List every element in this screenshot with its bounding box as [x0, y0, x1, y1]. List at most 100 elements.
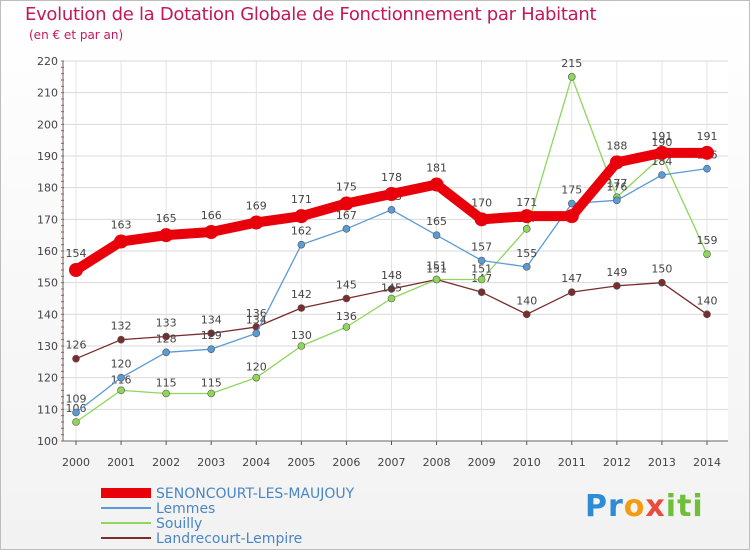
data-point [522, 310, 531, 319]
data-label: 120 [246, 361, 267, 374]
y-tick-label: 130 [37, 340, 58, 353]
y-tick-label: 180 [37, 182, 58, 195]
y-tick-label: 100 [37, 435, 58, 448]
data-label: 132 [111, 320, 132, 333]
legend-label: Landrecourt-Lempire [156, 531, 302, 547]
logo-part-1: Pr [585, 489, 624, 524]
data-point [432, 275, 441, 284]
data-label: 128 [156, 332, 177, 345]
data-label: 175 [561, 184, 582, 197]
data-point [297, 304, 306, 312]
data-point [342, 225, 351, 233]
x-tick-label: 2002 [152, 456, 180, 469]
logo-part-3: x [645, 489, 666, 524]
data-label: 154 [66, 247, 87, 260]
x-tick-label: 2006 [332, 456, 360, 469]
data-label: 133 [156, 317, 177, 330]
data-label: 149 [606, 266, 627, 279]
data-point [658, 171, 666, 179]
data-point [252, 373, 261, 382]
data-label: 145 [381, 282, 402, 295]
logo-part-4: iti [665, 489, 704, 524]
data-label: 176 [606, 180, 627, 193]
data-label: 151 [471, 263, 492, 276]
legend-label: SENONCOURT-LES-MAUJOUY [156, 486, 355, 502]
data-point [703, 310, 711, 319]
data-point [477, 288, 486, 296]
data-label: 151 [426, 260, 447, 273]
chart-subtitle: (en € et par an) [29, 28, 124, 42]
data-point [522, 225, 531, 233]
data-point [567, 73, 576, 81]
data-label: 165 [156, 212, 177, 225]
data-label: 147 [561, 272, 582, 285]
data-point [519, 209, 534, 224]
data-label: 190 [651, 136, 672, 149]
data-point [387, 285, 396, 293]
data-point [654, 145, 669, 160]
data-label: 148 [381, 269, 402, 282]
y-tick-label: 190 [37, 150, 58, 163]
data-label: 171 [516, 196, 537, 209]
data-point [567, 199, 576, 208]
y-tick-label: 170 [37, 213, 58, 226]
data-point [384, 187, 399, 201]
data-label: 169 [246, 200, 267, 213]
data-point [387, 206, 396, 214]
data-point [207, 389, 216, 398]
data-point [703, 164, 711, 173]
legend-label: Souilly [156, 516, 202, 532]
data-point [207, 345, 216, 353]
y-tick-label: 140 [37, 308, 58, 321]
data-point [297, 240, 306, 249]
data-label: 191 [697, 130, 718, 143]
data-label: 170 [471, 196, 492, 209]
x-tick-label: 2009 [468, 456, 496, 469]
data-point [429, 177, 444, 192]
data-point [117, 373, 125, 382]
data-label: 175 [336, 181, 357, 194]
proxiti-logo: Proxiti [585, 489, 704, 524]
data-label: 134 [246, 313, 267, 326]
data-label: 145 [336, 279, 357, 292]
data-point [294, 209, 309, 224]
x-tick-label: 2014 [693, 456, 721, 469]
data-label: 165 [426, 215, 447, 228]
x-tick-label: 2001 [107, 456, 135, 469]
data-point [252, 329, 261, 338]
data-point [207, 329, 216, 338]
data-label: 166 [201, 209, 222, 222]
data-point [162, 348, 170, 357]
data-point [297, 342, 306, 350]
data-label: 136 [246, 307, 267, 320]
x-tick-label: 2007 [378, 456, 406, 469]
data-label: 155 [516, 247, 537, 260]
y-tick-label: 210 [37, 87, 58, 100]
data-label: 129 [201, 329, 222, 342]
data-point [567, 288, 576, 296]
data-point [474, 212, 489, 227]
data-point [342, 323, 351, 331]
data-point [117, 335, 125, 344]
data-point [613, 196, 621, 205]
x-tick-label: 2004 [242, 456, 270, 469]
data-label: 140 [516, 294, 537, 307]
data-label: 157 [471, 241, 492, 254]
data-label: 136 [336, 310, 357, 323]
data-point [114, 234, 129, 249]
x-tick-label: 2012 [603, 456, 631, 469]
data-label: 126 [66, 339, 87, 352]
data-point [117, 386, 125, 395]
data-label: 115 [201, 377, 222, 390]
data-label: 178 [381, 171, 402, 184]
x-tick-label: 2005 [287, 456, 315, 469]
data-label: 130 [291, 329, 312, 342]
data-point [613, 282, 621, 290]
data-label: 142 [291, 288, 312, 301]
x-tick-label: 2000 [62, 456, 90, 469]
data-point [522, 263, 531, 271]
data-point [69, 263, 83, 277]
